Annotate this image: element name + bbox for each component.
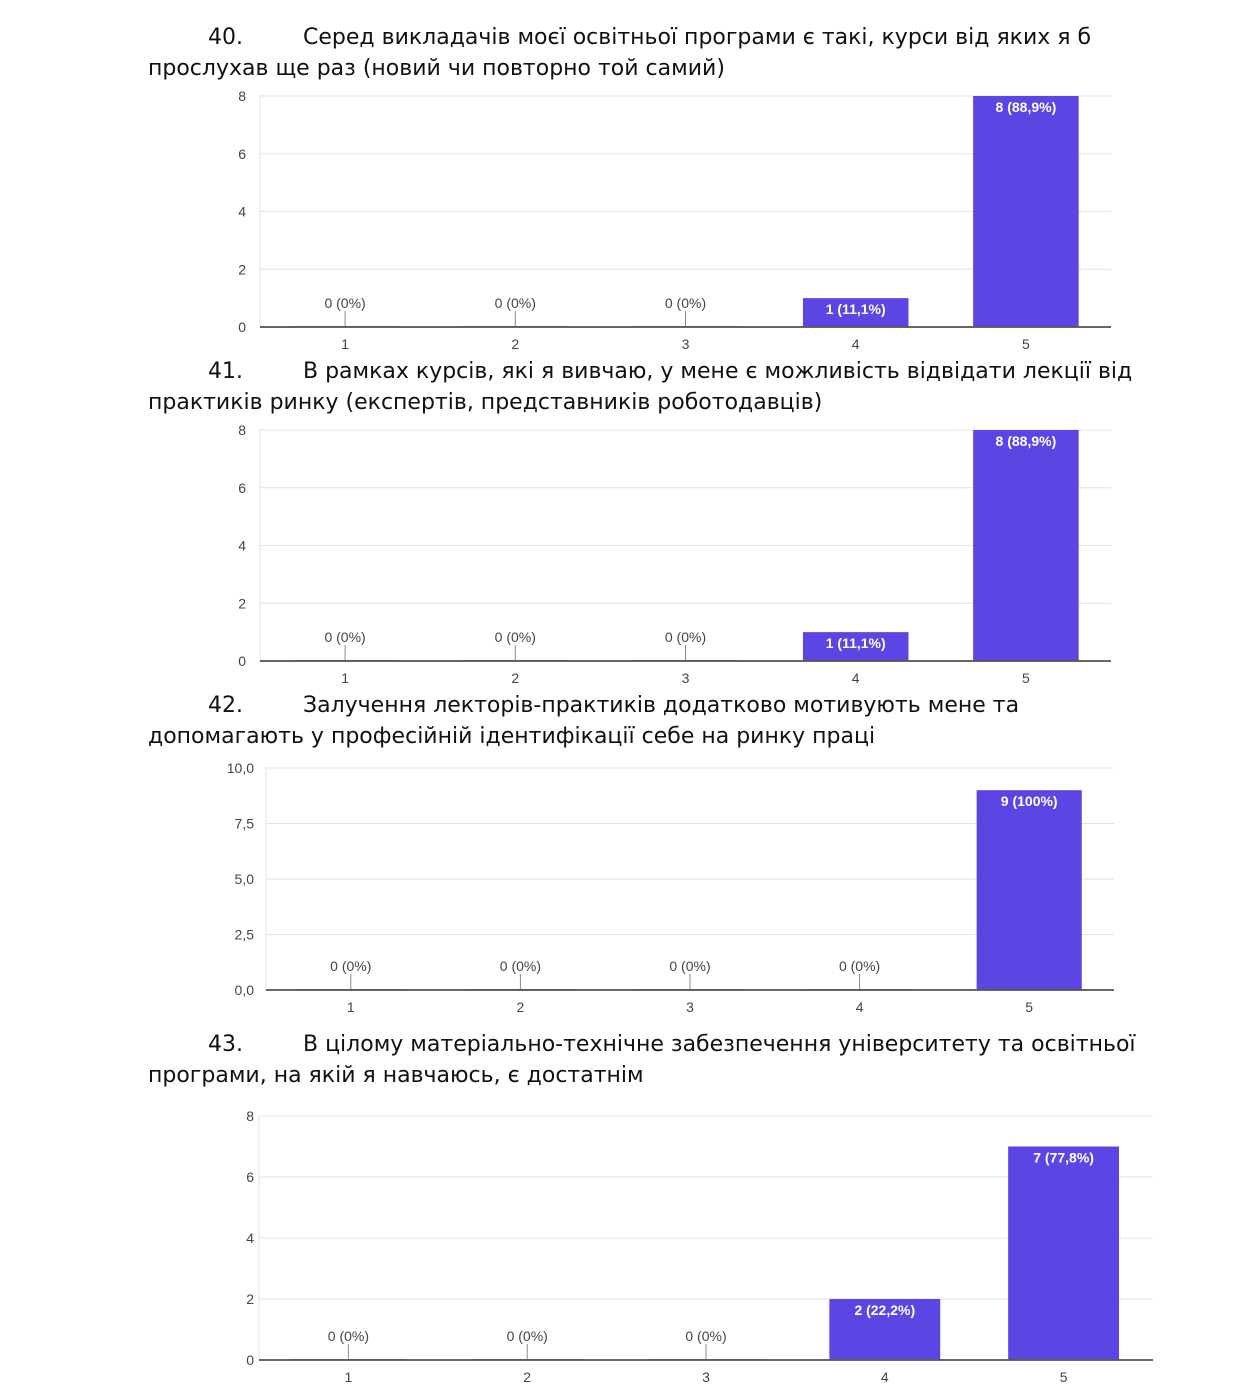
question-text-line1: В цілому матеріально-технічне забезпечен… — [303, 1032, 1136, 1057]
data-label: 0 (0%) — [839, 958, 880, 974]
question-text-line1: Серед викладачів моєї освітньої програми… — [303, 25, 1092, 50]
y-tick-label: 6 — [246, 1169, 254, 1185]
data-label: 8 (88,9%) — [996, 99, 1057, 115]
data-label: 7 (77,8%) — [1033, 1150, 1094, 1166]
data-label: 0 (0%) — [500, 958, 541, 974]
data-label: 0 (0%) — [685, 1328, 726, 1344]
question-text-line2: програми, на якій я навчаюсь, є достатні… — [148, 1063, 644, 1088]
question-text-line2: допомагають у професійній ідентифікації … — [148, 724, 876, 749]
y-tick-label: 0,0 — [235, 982, 255, 998]
y-tick-label: 6 — [238, 480, 246, 496]
y-tick-label: 0 — [238, 653, 246, 669]
y-tick-label: 0 — [238, 319, 246, 335]
x-tick-label: 4 — [852, 336, 860, 352]
x-tick-label: 3 — [682, 336, 690, 352]
x-tick-label: 2 — [511, 336, 519, 352]
data-label: 0 (0%) — [328, 1328, 369, 1344]
y-tick-label: 4 — [238, 538, 246, 554]
x-tick-label: 1 — [345, 1369, 353, 1385]
question-43: 43. В цілому матеріально-технічне забезпе… — [148, 1029, 1151, 1091]
y-tick-label: 0 — [246, 1352, 254, 1368]
y-tick-label: 8 — [238, 422, 246, 438]
y-tick-label: 10,0 — [227, 760, 254, 776]
x-tick-label: 5 — [1025, 999, 1033, 1015]
x-tick-label: 5 — [1022, 336, 1030, 352]
bar-chart-q41: 0 2 4 6 8 0 (0%) 1 0 (0%) 2 0 (0%) 3 1 (11,1%) 4 8 (8… — [238, 422, 1111, 686]
x-tick-label: 4 — [852, 670, 860, 686]
data-label: 0 (0%) — [330, 958, 371, 974]
y-tick-label: 4 — [246, 1230, 254, 1246]
x-tick-label: 3 — [686, 999, 694, 1015]
bar — [802, 632, 909, 661]
bar-chart-q42: 0,0 2,5 5,0 7,5 10,0 0 (0%) 1 0 (0%) 2 0 (0%) 3 0 (… — [227, 760, 1114, 1015]
y-tick-label: 2,5 — [235, 927, 255, 943]
data-label: 0 (0%) — [495, 295, 536, 311]
bar — [973, 430, 1079, 661]
x-tick-label: 2 — [511, 670, 519, 686]
question-text-line2: прослухав ще раз (новий чи повторно той … — [148, 56, 725, 81]
x-tick-label: 5 — [1022, 670, 1030, 686]
question-number: 41. — [208, 359, 243, 384]
data-label: 0 (0%) — [669, 958, 710, 974]
bar — [802, 298, 909, 327]
y-tick-label: 8 — [246, 1108, 254, 1124]
y-tick-label: 2 — [246, 1291, 254, 1307]
x-tick-label: 4 — [881, 1369, 889, 1385]
x-tick-label: 2 — [517, 999, 525, 1015]
bar — [976, 790, 1082, 990]
x-tick-label: 2 — [523, 1369, 531, 1385]
x-tick-label: 3 — [682, 670, 690, 686]
data-label: 0 (0%) — [324, 295, 365, 311]
question-number: 43. — [208, 1032, 243, 1057]
question-line1: 41. В рамках курсів, які я вивчаю, у мене… — [148, 356, 1132, 387]
bar — [1008, 1146, 1120, 1360]
question-text-line2: практиків ринку (експертів, представникі… — [148, 390, 823, 415]
data-label: 0 (0%) — [665, 629, 706, 645]
data-label: 1 (11,1%) — [826, 301, 886, 317]
y-tick-label: 7,5 — [235, 816, 255, 832]
data-label: 1 (11,1%) — [826, 635, 886, 651]
question-42: 42. Залучення лекторів-практиків додатков… — [148, 690, 1151, 752]
question-line1: 42. Залучення лекторів-практиків додатков… — [148, 690, 1019, 721]
data-label: 0 (0%) — [507, 1328, 548, 1344]
x-tick-label: 1 — [347, 999, 355, 1015]
question-text-line1: В рамках курсів, які я вивчаю, у мене є … — [303, 359, 1133, 384]
y-tick-label: 2 — [238, 261, 246, 277]
data-label: 2 (22,2%) — [854, 1302, 915, 1318]
data-label: 8 (88,9%) — [996, 433, 1057, 449]
question-text-line1: Залучення лекторів-практиків додатково м… — [303, 693, 1020, 718]
bar — [829, 1299, 941, 1360]
data-label: 9 (100%) — [1001, 793, 1058, 809]
data-label: 0 (0%) — [665, 295, 706, 311]
y-tick-label: 5,0 — [235, 871, 255, 887]
y-tick-label: 2 — [238, 595, 246, 611]
x-tick-label: 3 — [702, 1369, 710, 1385]
x-tick-label: 4 — [856, 999, 864, 1015]
question-number: 42. — [208, 693, 243, 718]
x-tick-label: 1 — [341, 670, 349, 686]
data-label: 0 (0%) — [324, 629, 365, 645]
data-label: 0 (0%) — [495, 629, 536, 645]
y-tick-label: 6 — [238, 146, 246, 162]
y-tick-label: 8 — [238, 88, 246, 104]
x-tick-label: 1 — [341, 336, 349, 352]
question-number: 40. — [208, 25, 243, 50]
bar-chart-q40: 0 2 4 6 8 0 (0%) 1 0 (0%) 2 0 (0%) 3 1 (11,1%) 4 8 (8… — [238, 88, 1111, 352]
question-line1: 43. В цілому матеріально-технічне забезпе… — [148, 1029, 1136, 1060]
question-40: 40. Серед викладачів моєї освітньої прогр… — [148, 22, 1151, 84]
question-line1: 40. Серед викладачів моєї освітньої прогр… — [148, 22, 1091, 53]
y-tick-label: 4 — [238, 204, 246, 220]
question-41: 41. В рамках курсів, які я вивчаю, у мене… — [148, 356, 1151, 418]
bar — [973, 96, 1079, 327]
x-tick-label: 5 — [1060, 1369, 1068, 1385]
